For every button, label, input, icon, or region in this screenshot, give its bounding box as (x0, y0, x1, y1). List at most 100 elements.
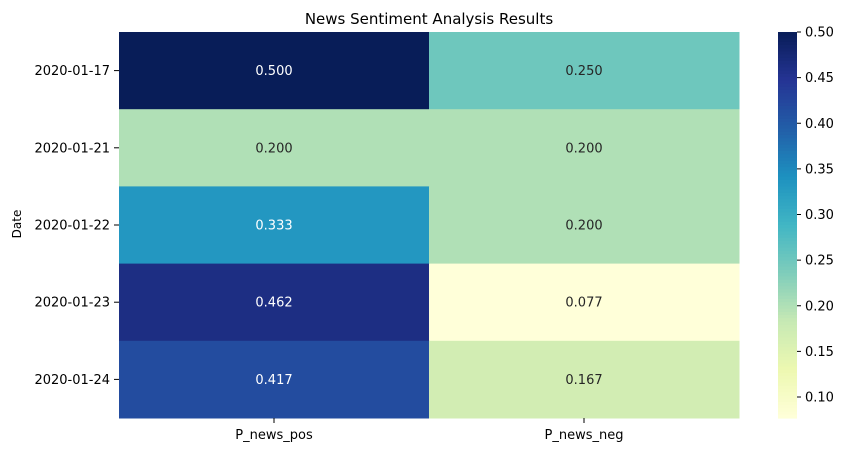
colorbar-segment (778, 231, 797, 236)
colorbar-segment (778, 73, 797, 78)
colorbar-segment (778, 160, 797, 165)
colorbar-segment (778, 112, 797, 117)
colorbar-segment (778, 151, 797, 155)
colorbar-segment (778, 379, 797, 384)
colorbar-segment (778, 83, 797, 88)
colorbar-segment (778, 157, 797, 162)
row-tick-label: 2020-01-17 (34, 64, 110, 79)
colorbar-segment (778, 414, 797, 419)
colorbar-segment (778, 205, 797, 210)
colorbar-segment (778, 93, 797, 97)
y-axis-label: Date (10, 210, 24, 239)
colorbar-segment (778, 334, 797, 339)
colorbar-segment (778, 99, 797, 104)
colorbar-segment (778, 147, 797, 152)
colorbar-segment (778, 356, 797, 361)
colorbar-segment (778, 295, 797, 300)
colorbar-segment (778, 282, 797, 287)
heatmap-cell-labels: 0.500 0.250 0.200 0.200 0.333 0.200 0.462 0.077… (255, 64, 602, 388)
colorbar-segment (778, 183, 797, 187)
heatmap-cell (429, 186, 740, 265)
colorbar-segment (778, 215, 797, 220)
heatmap-cell (119, 186, 430, 265)
colorbar-segment (778, 302, 797, 307)
colorbar-segment (778, 372, 797, 377)
colorbar-tick-label: 0.45 (805, 71, 834, 86)
cell-value-label: 0.417 (255, 373, 292, 388)
colorbar-segment (778, 398, 797, 403)
cell-value-label: 0.167 (565, 373, 602, 388)
colorbar-segment (778, 138, 797, 142)
colorbar-segment (778, 125, 797, 130)
colorbar-segment (778, 257, 797, 261)
colorbar-segment (778, 54, 797, 59)
colorbar-segment (778, 186, 797, 191)
row-tick-labels: 2020-01-17 2020-01-21 2020-01-22 2020-01-23… (34, 64, 119, 388)
colorbar-segment (778, 202, 797, 207)
column-tick-label: P_news_pos (235, 428, 313, 443)
colorbar-tick-label: 0.40 (805, 117, 834, 132)
colorbar-segment (778, 408, 797, 413)
colorbar-segment (778, 376, 797, 380)
cell-value-label: 0.200 (565, 141, 602, 156)
row-tick-label: 2020-01-21 (34, 141, 110, 156)
colorbar-segment (778, 77, 797, 81)
cell-value-label: 0.500 (255, 64, 292, 79)
colorbar-segment (778, 411, 797, 416)
colorbar-segment (778, 89, 797, 94)
colorbar-segment (778, 318, 797, 323)
colorbar-segment (778, 244, 797, 249)
colorbar-segment (778, 109, 797, 114)
colorbar-segment (778, 131, 797, 136)
colorbar-segment (778, 327, 797, 332)
colorbar-segment (778, 253, 797, 258)
colorbar-segment (778, 250, 797, 255)
colorbar-segment (778, 41, 797, 46)
colorbar-segment (778, 44, 797, 49)
chart-title: News Sentiment Analysis Results (305, 10, 554, 28)
colorbar-tick-label: 0.35 (805, 162, 834, 177)
heatmap-cell (119, 109, 430, 187)
colorbar-segment (778, 241, 797, 245)
colorbar-segment (778, 392, 797, 397)
colorbar-segment (778, 266, 797, 271)
colorbar-segment (778, 170, 797, 175)
cell-value-label: 0.462 (255, 296, 292, 311)
colorbar-segment (778, 128, 797, 133)
colorbar-segment (778, 315, 797, 319)
colorbar-segment (778, 360, 797, 364)
colorbar-segment (778, 221, 797, 226)
colorbar-segment (778, 289, 797, 294)
cell-value-label: 0.333 (255, 219, 292, 234)
colorbar-segment (778, 292, 797, 297)
colorbar-tick-label: 0.50 (805, 26, 834, 41)
colorbar-segment (778, 273, 797, 278)
row-tick-label: 2020-01-23 (34, 296, 110, 311)
colorbar-segment (778, 212, 797, 216)
colorbar-segment (778, 218, 797, 223)
colorbar-segment (778, 298, 797, 303)
column-tick-labels: P_news_pos P_news_neg (235, 418, 623, 443)
colorbar-segment (778, 38, 797, 43)
colorbar-segment (778, 144, 797, 149)
colorbar-segment (778, 311, 797, 316)
colorbar-tick-label: 0.10 (805, 391, 834, 406)
heatmap-cell (119, 32, 430, 110)
colorbar-segment (778, 199, 797, 204)
heatmap-cell (429, 340, 740, 419)
colorbar-segment (778, 102, 797, 107)
colorbar-segment (778, 321, 797, 326)
colorbar-segment (778, 366, 797, 371)
row-tick-label: 2020-01-22 (34, 219, 110, 234)
heatmap-cell (429, 32, 740, 110)
colorbar-segment (778, 163, 797, 168)
colorbar-segment (778, 122, 797, 126)
colorbar-segment (778, 353, 797, 358)
colorbar-segment (778, 347, 797, 352)
colorbar-segment (778, 189, 797, 194)
colorbar-segment (778, 286, 797, 290)
colorbar-segment (778, 80, 797, 85)
colorbar-segment (778, 179, 797, 184)
colorbar-tick-label: 0.20 (805, 299, 834, 314)
